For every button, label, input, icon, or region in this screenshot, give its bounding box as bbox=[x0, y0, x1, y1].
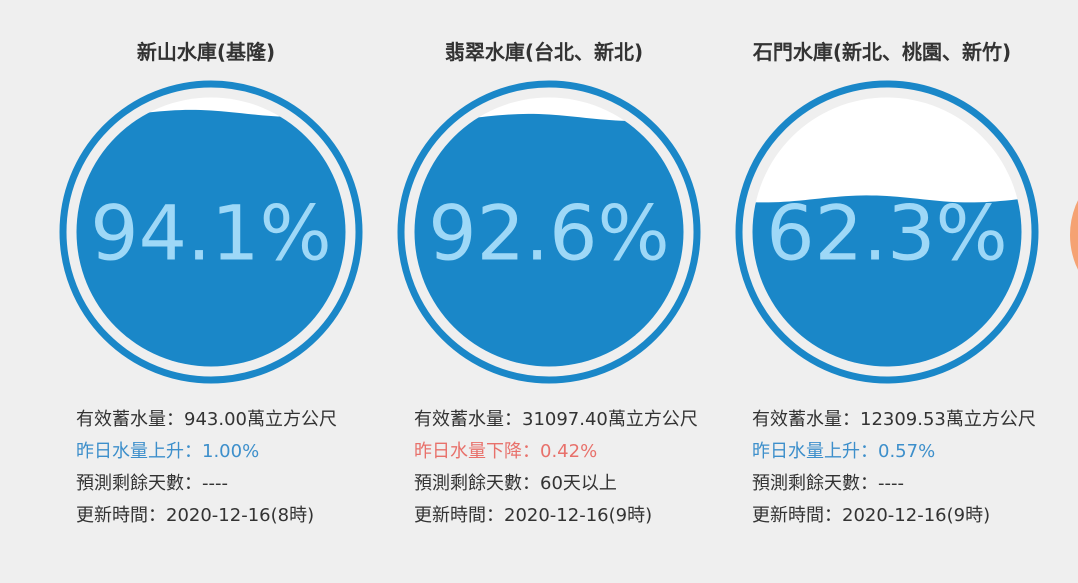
reservoir-info: 有效蓄水量：12309.53萬立方公尺 昨日水量上升：0.57% 預測剩餘天數：… bbox=[752, 404, 1052, 532]
effective-storage: 有效蓄水量：31097.40萬立方公尺 bbox=[414, 409, 698, 430]
gauge-water-group bbox=[752, 195, 1022, 367]
effective-storage: 有效蓄水量：943.00萬立方公尺 bbox=[76, 409, 337, 430]
update-time: 更新時間：2020-12-16(8時) bbox=[76, 505, 315, 526]
gauge-ring bbox=[59, 80, 363, 384]
percent-label-on-water: 62.3% bbox=[766, 188, 1007, 277]
percent-label-light: 94.1% bbox=[90, 188, 331, 277]
next-reservoir-gauge-edge bbox=[1068, 150, 1078, 320]
daily-change: 昨日水量上升：0.57% bbox=[752, 441, 936, 462]
forecast-days: 預測剩餘天數：---- bbox=[76, 473, 228, 494]
gauge-svg: 94.1%94.1% bbox=[59, 80, 363, 384]
gauge-water-group bbox=[414, 113, 684, 367]
daily-change: 昨日水量上升：1.00% bbox=[76, 441, 260, 462]
water-level-gauge: 62.3% 62.3% bbox=[732, 74, 1042, 389]
next-gauge-ring bbox=[1070, 200, 1078, 270]
water-level-gauge: 94.1% 94.1% bbox=[56, 74, 366, 389]
reservoir-name: 翡翠水庫(台北、新北) bbox=[444, 40, 644, 64]
daily-change: 昨日水量下降：0.42% bbox=[414, 441, 598, 462]
percent-label: 62.3% bbox=[766, 188, 1007, 277]
percent-label-light: 62.3% bbox=[766, 188, 1007, 277]
gauge-water bbox=[414, 113, 684, 367]
forecast-days: 預測剩餘天數：60天以上 bbox=[414, 473, 617, 494]
gauge-water-group bbox=[76, 109, 346, 367]
percent-label-on-water: 92.6% bbox=[428, 188, 669, 277]
gauge-water bbox=[76, 109, 346, 367]
reservoir-info: 有效蓄水量：943.00萬立方公尺 昨日水量上升：1.00% 預測剩餘天數：--… bbox=[76, 404, 376, 532]
gauge-svg: 92.6%92.6% bbox=[397, 80, 701, 384]
forecast-days: 預測剩餘天數：---- bbox=[752, 473, 904, 494]
update-time: 更新時間：2020-12-16(9時) bbox=[752, 505, 991, 526]
effective-storage: 有效蓄水量：12309.53萬立方公尺 bbox=[752, 409, 1036, 430]
gauge-ring bbox=[735, 80, 1039, 384]
gauge-ring bbox=[397, 80, 701, 384]
percent-label-on-water: 94.1% bbox=[90, 188, 331, 277]
reservoir-info: 有效蓄水量：31097.40萬立方公尺 昨日水量下降：0.42% 預測剩餘天數：… bbox=[414, 404, 714, 532]
reservoir-name: 新山水庫(基隆) bbox=[136, 40, 276, 64]
water-level-gauge: 92.6% 92.6% bbox=[394, 74, 704, 389]
percent-label: 94.1% bbox=[90, 188, 331, 277]
percent-label: 92.6% bbox=[428, 188, 669, 277]
percent-label-light: 92.6% bbox=[428, 188, 669, 277]
gauge-water bbox=[752, 195, 1022, 367]
reservoir-name: 石門水庫(新北、桃園、新竹) bbox=[752, 40, 1012, 64]
gauge-svg: 62.3%62.3% bbox=[735, 80, 1039, 384]
update-time: 更新時間：2020-12-16(9時) bbox=[414, 505, 653, 526]
